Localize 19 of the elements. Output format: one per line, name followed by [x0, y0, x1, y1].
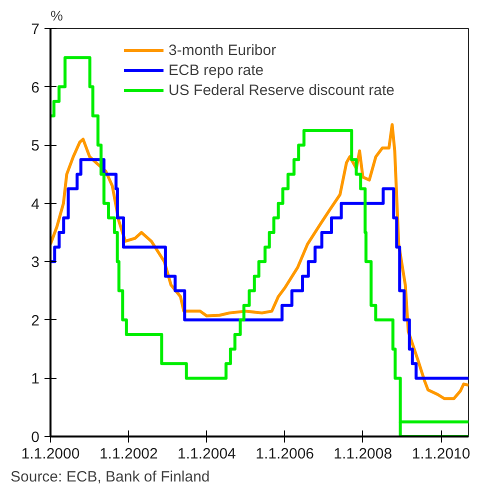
legend-label: 3-month Euribor — [168, 42, 276, 58]
y-tick-label: 7 — [31, 21, 40, 38]
y-tick-label: 6 — [31, 79, 40, 96]
source-note: Source: ECB, Bank of Finland — [10, 468, 210, 486]
y-tick-label: 4 — [31, 196, 40, 213]
y-axis-title: % — [50, 8, 63, 24]
x-tick-label: 1.1.2004 — [177, 446, 236, 462]
x-tick-label: 1.1.2006 — [256, 446, 314, 462]
y-tick-label: 0 — [31, 429, 40, 446]
x-tick-label: 1.1.2008 — [334, 446, 392, 462]
legend-label: US Federal Reserve discount rate — [168, 82, 394, 98]
y-tick-label: 3 — [31, 254, 40, 272]
x-tick-label: 1.1.2010 — [412, 446, 470, 462]
x-tick-label: 1.1.2002 — [99, 446, 158, 462]
y-tick-label: 1 — [31, 370, 40, 388]
y-tick-label: 5 — [31, 138, 40, 155]
legend-label: ECB repo rate — [168, 62, 264, 78]
y-tick-label: 2 — [31, 312, 40, 330]
x-tick-label: 1.1.2000 — [21, 446, 80, 462]
